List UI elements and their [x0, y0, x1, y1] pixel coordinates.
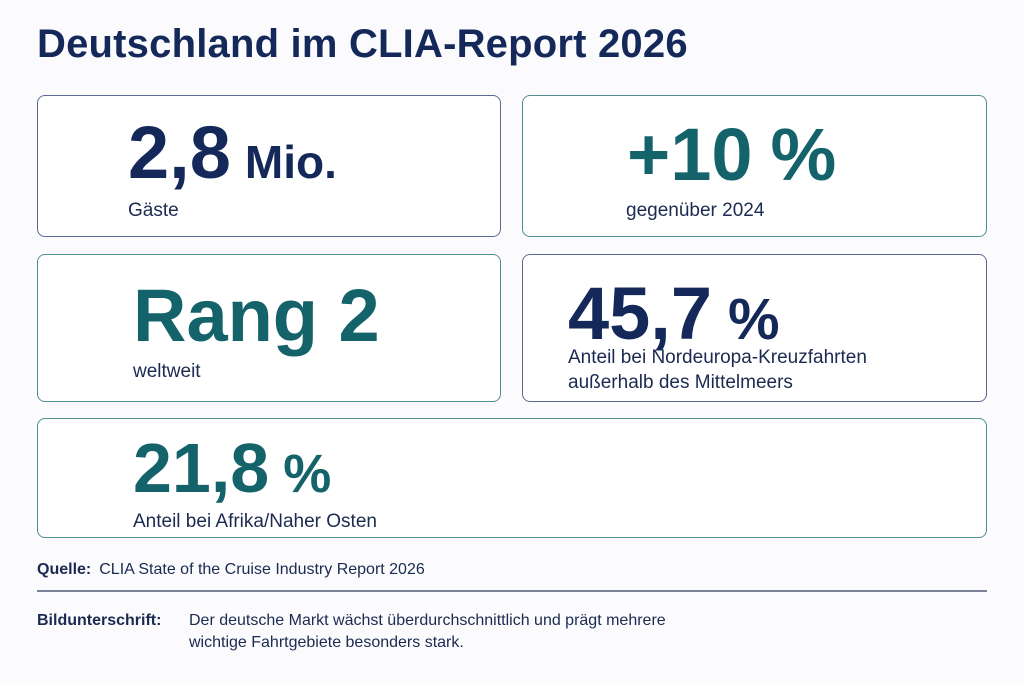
- source-line: Quelle: CLIA State of the Cruise Industry…: [37, 561, 425, 579]
- caption: Bildunterschrift: Der deutsche Markt wäc…: [37, 610, 666, 654]
- source-text: CLIA State of the Cruise Industry Report…: [99, 561, 425, 578]
- divider: [37, 590, 987, 592]
- stat-label: Anteil bei Nordeuropa-Kreuzfahrten außer…: [568, 345, 867, 395]
- stat-card-guests: 2,8 Mio. Gäste: [37, 95, 501, 237]
- stat-unit: %: [770, 113, 837, 196]
- caption-key: Bildunterschrift:: [37, 612, 162, 629]
- stat-label-line: Anteil bei Nordeuropa-Kreuzfahrten: [568, 347, 867, 368]
- stat-number: +10: [627, 113, 753, 196]
- stat-label-line: außerhalb des Mittelmeers: [568, 372, 793, 393]
- stat-unit: Mio.: [244, 136, 337, 188]
- stat-card-rank: Rang 2 weltweit: [37, 254, 501, 402]
- stat-value: 21,8%: [133, 433, 331, 503]
- stat-number: 21,8: [133, 429, 270, 507]
- stat-value: 45,7%: [568, 277, 780, 351]
- caption-line: Der deutsche Markt wächst überdurchschni…: [189, 612, 666, 629]
- stat-card-africa-middle-east: 21,8% Anteil bei Afrika/Naher Osten: [37, 418, 987, 538]
- stat-label: weltweit: [133, 361, 201, 382]
- stat-number: 45,7: [568, 272, 713, 355]
- stat-value: +10%: [627, 118, 836, 192]
- stat-card-growth: +10% gegenüber 2024: [522, 95, 987, 237]
- page-title: Deutschland im CLIA-Report 2026: [37, 22, 688, 66]
- stat-value: Rang 2: [133, 274, 380, 357]
- stat-unit: %: [728, 287, 780, 352]
- source-key: Quelle:: [37, 561, 92, 578]
- stat-label: Anteil bei Afrika/Naher Osten: [133, 511, 377, 532]
- stat-label: gegenüber 2024: [626, 200, 765, 221]
- stat-number: 2,8: [128, 111, 231, 194]
- stat-card-northern-europe: 45,7% Anteil bei Nordeuropa-Kreuzfahrten…: [522, 254, 987, 402]
- caption-text: Der deutsche Markt wächst überdurchschni…: [189, 610, 666, 654]
- stat-value: 2,8 Mio.: [128, 116, 337, 190]
- stat-label: Gäste: [128, 200, 179, 221]
- stat-unit: %: [283, 444, 332, 504]
- caption-line: wichtige Fahrtgebiete besonders stark.: [189, 634, 464, 651]
